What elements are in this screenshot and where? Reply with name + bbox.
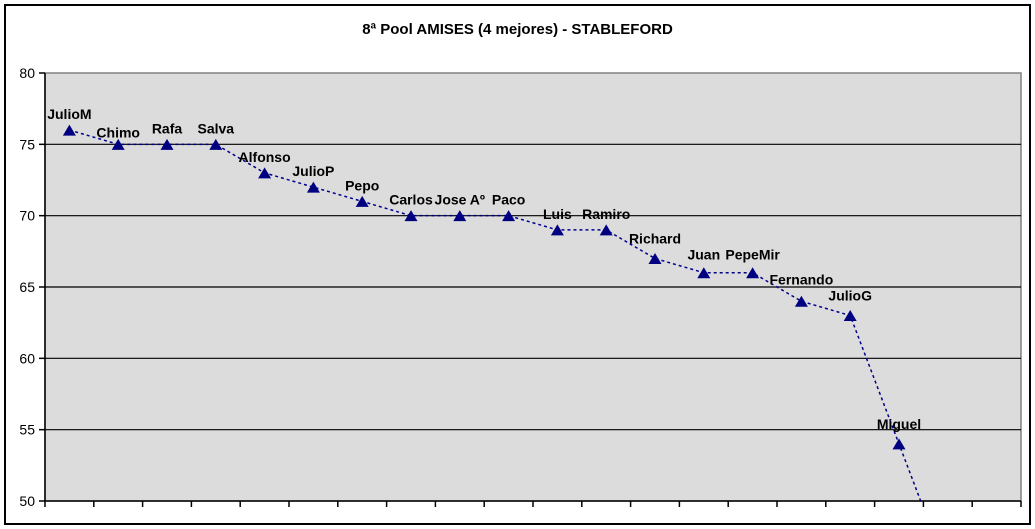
data-point-marker-Pepo xyxy=(355,195,369,207)
data-point-label-Alfonso: Alfonso xyxy=(239,149,291,165)
data-point-label-Miguel: Miguel xyxy=(877,416,921,432)
data-point-marker-Paco xyxy=(502,210,516,222)
data-point-marker-Rafa xyxy=(160,138,174,150)
data-point-marker-Luis xyxy=(550,224,564,236)
data-point-label-Juan: Juan xyxy=(687,247,720,263)
data-point-marker-Alfonso xyxy=(258,167,272,179)
y-tick-label-60: 60 xyxy=(19,350,35,366)
data-point-marker-Chimo xyxy=(111,138,125,150)
data-point-marker-Juan xyxy=(697,267,711,279)
data-point-label-JulioG: JulioG xyxy=(828,288,872,304)
data-point-marker-JulioG xyxy=(843,310,857,322)
y-tick-label-65: 65 xyxy=(19,279,35,295)
data-point-label-Luis: Luis xyxy=(543,206,572,222)
y-tick-label-50: 50 xyxy=(19,493,35,509)
data-point-label-Pepo: Pepo xyxy=(345,177,379,193)
chart-title: 8ª Pool AMISES (4 mejores) - STABLEFORD xyxy=(362,21,673,38)
data-point-marker-Carlos xyxy=(404,210,418,222)
data-point-label-Jose Aº: Jose Aº xyxy=(435,192,486,208)
data-point-label-Salva: Salva xyxy=(198,120,235,136)
data-point-marker-Richard xyxy=(648,252,662,264)
data-point-label-JulioM: JulioM xyxy=(47,106,91,122)
data-point-label-Carlos: Carlos xyxy=(389,192,433,208)
data-point-marker-Fernando xyxy=(794,295,808,307)
data-point-label-Ramiro: Ramiro xyxy=(582,206,630,222)
data-point-label-PepeMir: PepeMir xyxy=(725,247,780,263)
data-point-marker-PepeMir xyxy=(746,267,760,279)
y-tick-label-75: 75 xyxy=(19,136,35,152)
data-point-marker-Jose Aº xyxy=(453,210,467,222)
data-point-marker-JulioP xyxy=(306,181,320,193)
data-point-marker-Miguel xyxy=(892,438,906,450)
y-tick-label-55: 55 xyxy=(19,422,35,438)
data-point-label-Fernando: Fernando xyxy=(770,271,834,287)
y-tick-label-80: 80 xyxy=(19,65,35,81)
data-point-marker-Salva xyxy=(209,138,223,150)
y-tick-label-70: 70 xyxy=(19,208,35,224)
data-point-marker-Ramiro xyxy=(599,224,613,236)
data-point-label-Richard: Richard xyxy=(629,230,681,246)
data-point-label-Chimo: Chimo xyxy=(96,124,140,140)
data-point-label-JulioP: JulioP xyxy=(292,163,334,179)
data-point-label-Paco: Paco xyxy=(492,192,525,208)
data-point-label-Rafa: Rafa xyxy=(152,120,183,136)
data-point-marker-JulioM xyxy=(62,124,76,136)
